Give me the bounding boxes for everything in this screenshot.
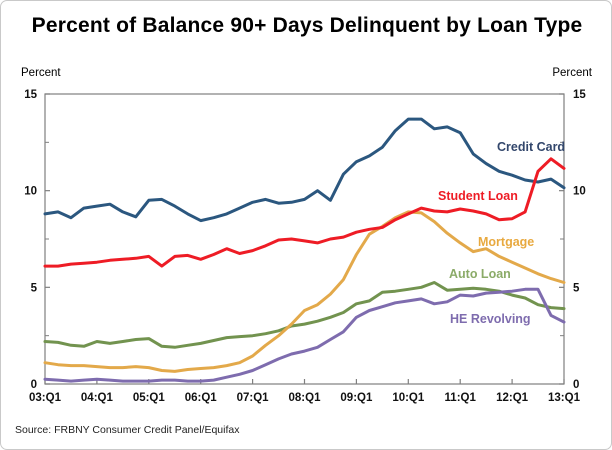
right-axis-unit-label: Percent (552, 67, 592, 79)
x-tick-label: 12:Q1 (496, 392, 529, 404)
series-label-student-loan: Student Loan (438, 189, 518, 203)
series-line-student-loan (43, 157, 566, 268)
y-tick-label-left: 0 (31, 379, 37, 391)
x-tick-label: 05:Q1 (133, 392, 166, 404)
series-label-he-revolving: HE Revolving (450, 312, 531, 326)
left-axis-unit-label: Percent (21, 67, 61, 79)
x-tick-label: 11:Q1 (445, 392, 477, 404)
series-line-he-revolving (43, 287, 566, 383)
x-tick-label: 08:Q1 (289, 392, 322, 404)
series-line-auto-loan (43, 281, 566, 349)
y-tick-label-right: 15 (573, 89, 586, 101)
x-tick-label: 10:Q1 (392, 392, 425, 404)
series-label-auto-loan: Auto Loan (449, 267, 511, 281)
series-label-credit-card: Credit Card (497, 140, 565, 154)
y-tick-label-left: 10 (24, 186, 37, 198)
series-line-credit-card (43, 117, 566, 223)
x-tick-label: 07:Q1 (237, 392, 270, 404)
x-tick-label: 03:Q1 (29, 392, 62, 404)
x-tick-label: 13:Q1 (548, 392, 581, 404)
y-tick-label-left: 15 (24, 89, 37, 101)
y-tick-label-right: 10 (573, 186, 586, 198)
chart-title: Percent of Balance 90+ Days Delinquent b… (31, 14, 583, 37)
source-note: Source: FRBNY Consumer Credit Panel/Equi… (15, 424, 240, 436)
y-tick-label-left: 5 (31, 282, 38, 294)
x-tick-label: 09:Q1 (340, 392, 373, 404)
series-label-mortgage: Mortgage (478, 235, 534, 249)
y-tick-label-right: 0 (573, 379, 579, 391)
series-line-mortgage (43, 210, 566, 373)
x-tick-label: 04:Q1 (81, 392, 114, 404)
y-tick-label-right: 5 (573, 282, 580, 294)
x-tick-label: 06:Q1 (185, 392, 218, 404)
